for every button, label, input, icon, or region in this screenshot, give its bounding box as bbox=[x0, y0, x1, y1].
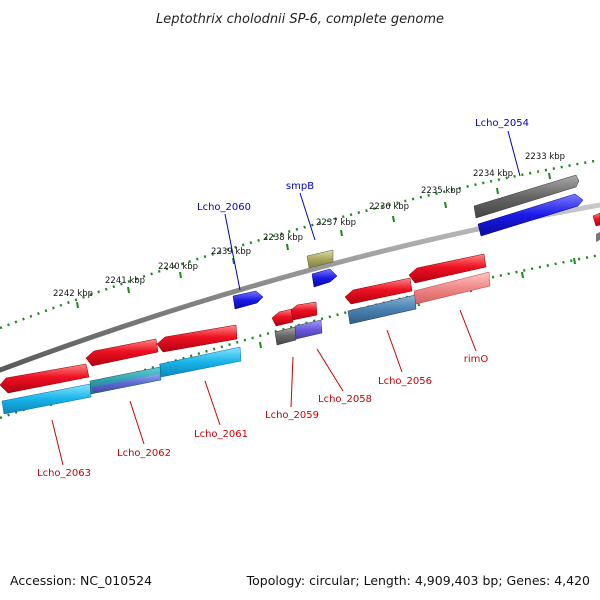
gene-label-lcho-2054[interactable]: Lcho_2054 bbox=[475, 118, 529, 129]
feature-red-rimo[interactable] bbox=[408, 253, 487, 284]
label-leaders bbox=[51, 130, 521, 466]
gene-label-lcho-2058[interactable]: Lcho_2058 bbox=[318, 394, 372, 405]
feature-red-2[interactable] bbox=[85, 338, 159, 367]
feature-lcho-2054[interactable] bbox=[473, 174, 580, 219]
kbp-label-2238: 2238 kbp bbox=[263, 233, 303, 243]
ruler-track-outer bbox=[0, 158, 600, 330]
gene-label-lcho-2059[interactable]: Lcho_2059 bbox=[265, 410, 319, 421]
gene-label-lcho-2062[interactable]: Lcho_2062 bbox=[117, 448, 171, 459]
kbp-label-2240: 2240 kbp bbox=[158, 262, 198, 272]
feature-lcho-2062-inner bbox=[92, 374, 160, 393]
gene-label-rimo[interactable]: rimO bbox=[464, 354, 489, 365]
feature-grey-small[interactable] bbox=[274, 326, 297, 346]
feature-lcho-2060[interactable] bbox=[232, 290, 264, 310]
gene-label-lcho-2063[interactable]: Lcho_2063 bbox=[37, 468, 91, 479]
feature-lcho-2063[interactable] bbox=[1, 383, 92, 415]
kbp-label-2233: 2233 kbp bbox=[525, 152, 565, 162]
kbp-label-2239: 2239 kbp bbox=[211, 247, 251, 257]
kbp-label-2242: 2242 kbp bbox=[53, 289, 93, 299]
kbp-label-2234: 2234 kbp bbox=[473, 169, 513, 179]
ruler-major-ticks bbox=[76, 172, 551, 309]
kbp-label-2237: 2237 kbp bbox=[316, 218, 356, 228]
feature-red-3[interactable] bbox=[156, 324, 238, 353]
feature-lcho-2059[interactable] bbox=[271, 308, 294, 327]
genome-summary-text: Topology: circular; Length: 4,909,403 bp… bbox=[246, 573, 590, 588]
feature-lcho-2058[interactable] bbox=[290, 301, 318, 321]
feature-red-2056[interactable] bbox=[344, 277, 413, 305]
gene-label-lcho-2061[interactable]: Lcho_2061 bbox=[194, 429, 248, 440]
genome-backbone bbox=[0, 202, 600, 373]
backbone-stub bbox=[596, 232, 600, 242]
kbp-label-2235: 2235 kbp bbox=[421, 186, 461, 196]
feature-rimo[interactable] bbox=[413, 271, 491, 305]
feature-red-1[interactable] bbox=[0, 363, 90, 394]
kbp-label-2236: 2236 kbp bbox=[369, 202, 409, 212]
kbp-label-2241: 2241 kbp bbox=[105, 276, 145, 286]
feature-blue-small[interactable] bbox=[311, 268, 338, 288]
feature-blue-right[interactable] bbox=[477, 193, 584, 237]
feature-smpb[interactable] bbox=[306, 249, 334, 269]
feature-red-edge[interactable] bbox=[592, 212, 600, 227]
feature-purple-small[interactable] bbox=[294, 319, 323, 340]
feature-lcho-2061[interactable] bbox=[159, 346, 242, 378]
gene-label-lcho-2060[interactable]: Lcho_2060 bbox=[197, 202, 251, 213]
gene-label-smpb[interactable]: smpB bbox=[286, 181, 314, 192]
gene-label-lcho-2056[interactable]: Lcho_2056 bbox=[378, 376, 432, 387]
feature-lcho-2056[interactable] bbox=[347, 294, 417, 325]
accession-text: Accession: NC_010524 bbox=[10, 573, 153, 588]
map-title: Leptothrix cholodnii SP-6, complete geno… bbox=[156, 12, 444, 27]
